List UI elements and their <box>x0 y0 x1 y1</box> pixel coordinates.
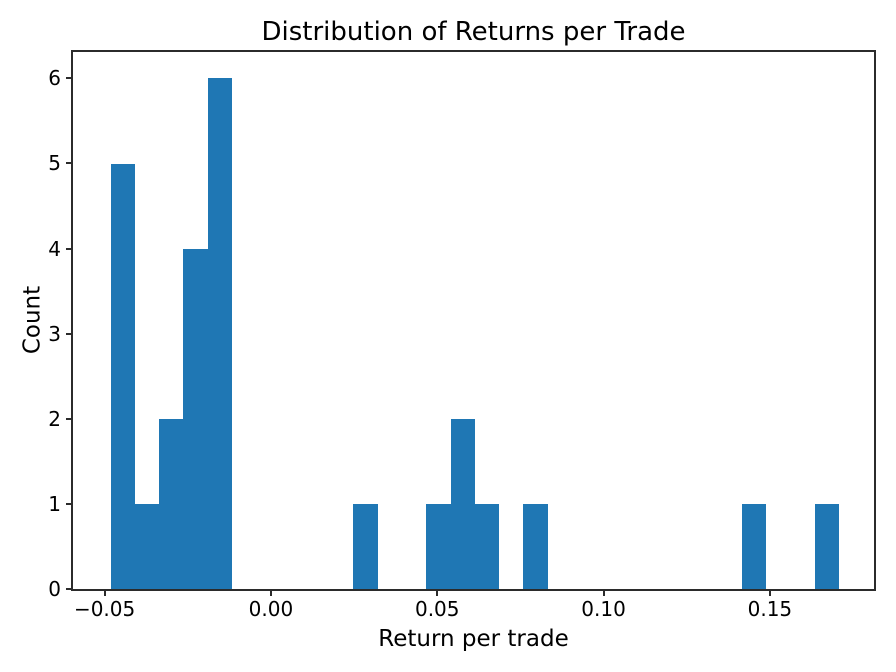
y-tick-label: 0 <box>48 577 61 601</box>
y-tick-label: 2 <box>48 406 61 431</box>
y-axis-label: Count <box>19 285 46 355</box>
x-tick-mark <box>436 589 439 596</box>
x-tick-mark <box>269 589 272 596</box>
histogram-bar <box>426 503 451 589</box>
x-tick-label: 0.05 <box>414 597 460 621</box>
y-tick-label: 5 <box>48 151 61 176</box>
x-tick-label: −0.05 <box>73 597 136 621</box>
histogram-bar <box>523 503 548 589</box>
histogram-bar <box>207 78 232 589</box>
y-tick-mark <box>66 332 73 335</box>
bars-layer <box>73 52 874 589</box>
histogram-bar <box>741 503 767 589</box>
histogram-bar <box>353 503 378 589</box>
histogram-bar <box>814 503 840 589</box>
y-tick-label: 3 <box>48 321 61 346</box>
y-tick-label: 1 <box>48 491 61 516</box>
x-tick-mark <box>103 589 106 596</box>
y-tick-mark <box>66 417 73 420</box>
x-tick-label: 0.15 <box>747 597 793 621</box>
histogram-bar <box>183 248 208 589</box>
y-tick-mark <box>66 588 73 590</box>
histogram-bar <box>474 503 500 589</box>
histogram-bar <box>159 418 184 589</box>
y-tick-mark <box>66 502 73 505</box>
y-tick-mark <box>66 77 73 80</box>
x-tick-mark <box>602 589 605 596</box>
y-tick-label: 4 <box>48 236 61 261</box>
y-axis-ticks: 0 1 2 3 4 5 6 <box>0 52 73 599</box>
histogram-bar <box>134 503 160 589</box>
plot-area <box>73 52 874 589</box>
y-tick-mark <box>66 162 73 165</box>
x-tick-label: 0.10 <box>581 597 626 621</box>
histogram-bar <box>450 418 475 589</box>
x-tick-label: 0.00 <box>248 597 294 621</box>
y-tick-mark <box>66 247 73 250</box>
x-tick-mark <box>768 589 771 596</box>
y-tick-label: 6 <box>48 66 61 91</box>
x-axis-label: Return per trade <box>378 626 569 652</box>
chart-title: Distribution of Returns per Trade <box>261 17 686 47</box>
histogram-bar <box>110 163 135 589</box>
x-axis-ticks: −0.05 0.00 0.05 0.10 0.15 <box>73 589 874 629</box>
